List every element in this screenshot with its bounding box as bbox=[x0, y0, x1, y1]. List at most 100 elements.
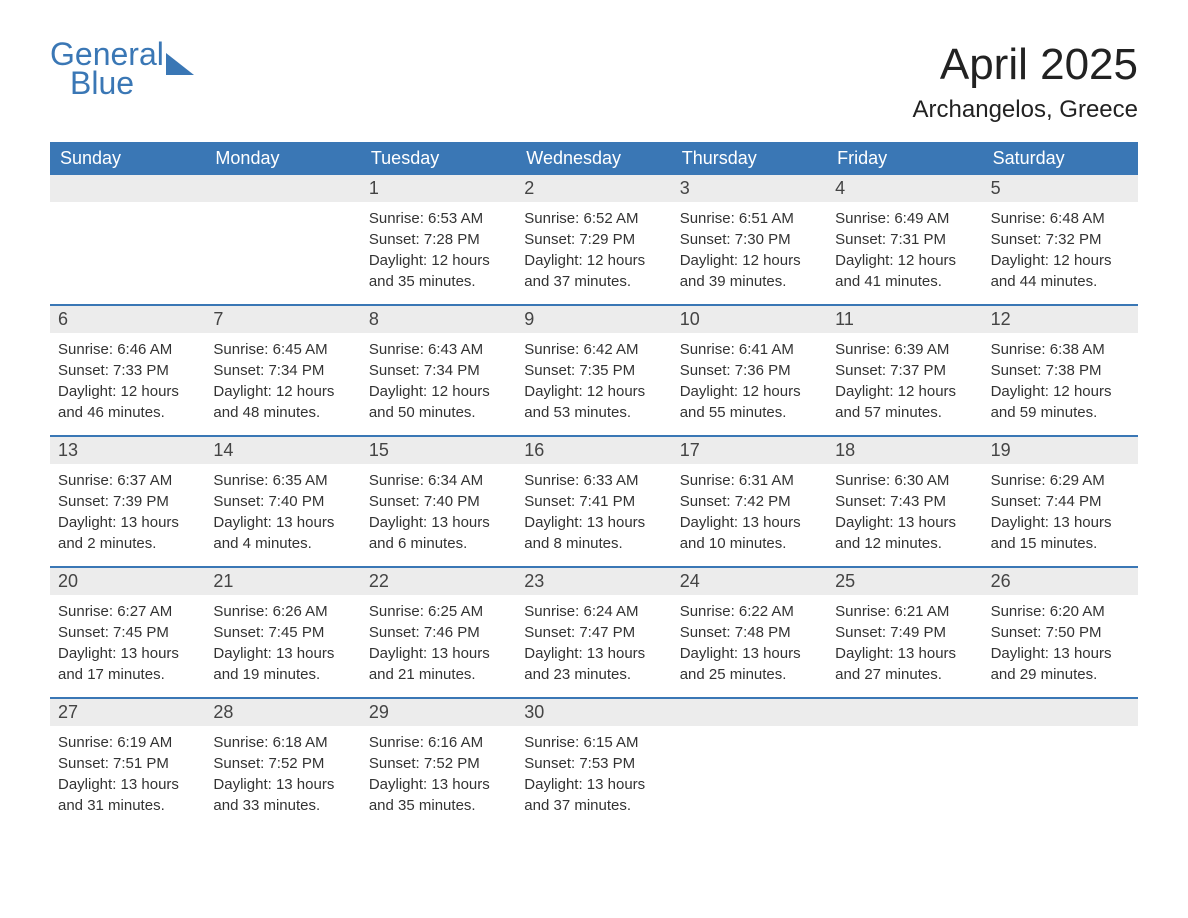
day-cell: 1Sunrise: 6:53 AMSunset: 7:28 PMDaylight… bbox=[361, 175, 516, 304]
day-line: Daylight: 12 hours and 44 minutes. bbox=[991, 250, 1130, 292]
day-cell: 2Sunrise: 6:52 AMSunset: 7:29 PMDaylight… bbox=[516, 175, 671, 304]
day-number: 13 bbox=[50, 437, 205, 464]
day-cell: 19Sunrise: 6:29 AMSunset: 7:44 PMDayligh… bbox=[983, 437, 1138, 566]
day-cell: 25Sunrise: 6:21 AMSunset: 7:49 PMDayligh… bbox=[827, 568, 982, 697]
week-row: 1Sunrise: 6:53 AMSunset: 7:28 PMDaylight… bbox=[50, 175, 1138, 304]
day-line: Daylight: 13 hours and 10 minutes. bbox=[680, 512, 819, 554]
day-content: Sunrise: 6:35 AMSunset: 7:40 PMDaylight:… bbox=[205, 464, 360, 566]
day-line: Sunrise: 6:31 AM bbox=[680, 470, 819, 491]
day-cell: 3Sunrise: 6:51 AMSunset: 7:30 PMDaylight… bbox=[672, 175, 827, 304]
day-line: Sunrise: 6:41 AM bbox=[680, 339, 819, 360]
week-row: 13Sunrise: 6:37 AMSunset: 7:39 PMDayligh… bbox=[50, 435, 1138, 566]
day-line: Daylight: 13 hours and 37 minutes. bbox=[524, 774, 663, 816]
day-content: Sunrise: 6:15 AMSunset: 7:53 PMDaylight:… bbox=[516, 726, 671, 828]
day-line: Sunset: 7:30 PM bbox=[680, 229, 819, 250]
day-line: Sunset: 7:33 PM bbox=[58, 360, 197, 381]
day-line: Sunset: 7:44 PM bbox=[991, 491, 1130, 512]
calendar: Sunday Monday Tuesday Wednesday Thursday… bbox=[50, 142, 1138, 828]
day-number: 26 bbox=[983, 568, 1138, 595]
location-label: Archangelos, Greece bbox=[913, 96, 1138, 124]
day-content: Sunrise: 6:33 AMSunset: 7:41 PMDaylight:… bbox=[516, 464, 671, 566]
day-line: Sunrise: 6:53 AM bbox=[369, 208, 508, 229]
week-row: 20Sunrise: 6:27 AMSunset: 7:45 PMDayligh… bbox=[50, 566, 1138, 697]
day-content: Sunrise: 6:22 AMSunset: 7:48 PMDaylight:… bbox=[672, 595, 827, 697]
day-content: Sunrise: 6:16 AMSunset: 7:52 PMDaylight:… bbox=[361, 726, 516, 828]
day-content: Sunrise: 6:18 AMSunset: 7:52 PMDaylight:… bbox=[205, 726, 360, 828]
day-content: Sunrise: 6:51 AMSunset: 7:30 PMDaylight:… bbox=[672, 202, 827, 304]
day-number: 9 bbox=[516, 306, 671, 333]
day-line: Sunset: 7:45 PM bbox=[58, 622, 197, 643]
day-line: Daylight: 13 hours and 21 minutes. bbox=[369, 643, 508, 685]
day-number: 1 bbox=[361, 175, 516, 202]
day-line: Sunset: 7:51 PM bbox=[58, 753, 197, 774]
day-line: Daylight: 13 hours and 27 minutes. bbox=[835, 643, 974, 685]
title-block: April 2025 Archangelos, Greece bbox=[913, 40, 1138, 124]
day-cell: 24Sunrise: 6:22 AMSunset: 7:48 PMDayligh… bbox=[672, 568, 827, 697]
day-line: Sunrise: 6:22 AM bbox=[680, 601, 819, 622]
day-content: Sunrise: 6:52 AMSunset: 7:29 PMDaylight:… bbox=[516, 202, 671, 304]
day-number bbox=[205, 175, 360, 202]
day-content: Sunrise: 6:20 AMSunset: 7:50 PMDaylight:… bbox=[983, 595, 1138, 697]
day-number: 11 bbox=[827, 306, 982, 333]
day-content bbox=[672, 726, 827, 744]
weekday-header-row: Sunday Monday Tuesday Wednesday Thursday… bbox=[50, 142, 1138, 175]
day-line: Daylight: 12 hours and 57 minutes. bbox=[835, 381, 974, 423]
day-line: Sunrise: 6:18 AM bbox=[213, 732, 352, 753]
day-line: Sunrise: 6:15 AM bbox=[524, 732, 663, 753]
weekday-monday: Monday bbox=[205, 142, 360, 175]
day-number bbox=[827, 699, 982, 726]
day-line: Sunrise: 6:25 AM bbox=[369, 601, 508, 622]
day-line: Sunrise: 6:24 AM bbox=[524, 601, 663, 622]
day-number: 19 bbox=[983, 437, 1138, 464]
day-line: Sunrise: 6:35 AM bbox=[213, 470, 352, 491]
day-line: Sunset: 7:46 PM bbox=[369, 622, 508, 643]
day-content: Sunrise: 6:29 AMSunset: 7:44 PMDaylight:… bbox=[983, 464, 1138, 566]
day-line: Sunrise: 6:46 AM bbox=[58, 339, 197, 360]
day-content bbox=[205, 202, 360, 220]
weekday-tuesday: Tuesday bbox=[361, 142, 516, 175]
day-line: Daylight: 13 hours and 2 minutes. bbox=[58, 512, 197, 554]
day-cell: 27Sunrise: 6:19 AMSunset: 7:51 PMDayligh… bbox=[50, 699, 205, 828]
day-number: 5 bbox=[983, 175, 1138, 202]
day-line: Sunset: 7:29 PM bbox=[524, 229, 663, 250]
day-number bbox=[50, 175, 205, 202]
day-line: Daylight: 13 hours and 6 minutes. bbox=[369, 512, 508, 554]
day-number: 18 bbox=[827, 437, 982, 464]
day-line: Sunrise: 6:52 AM bbox=[524, 208, 663, 229]
day-content bbox=[827, 726, 982, 744]
day-line: Sunset: 7:39 PM bbox=[58, 491, 197, 512]
day-line: Daylight: 13 hours and 29 minutes. bbox=[991, 643, 1130, 685]
day-cell bbox=[983, 699, 1138, 828]
day-content: Sunrise: 6:34 AMSunset: 7:40 PMDaylight:… bbox=[361, 464, 516, 566]
day-content: Sunrise: 6:53 AMSunset: 7:28 PMDaylight:… bbox=[361, 202, 516, 304]
day-line: Sunrise: 6:20 AM bbox=[991, 601, 1130, 622]
day-cell bbox=[50, 175, 205, 304]
day-cell: 5Sunrise: 6:48 AMSunset: 7:32 PMDaylight… bbox=[983, 175, 1138, 304]
day-number: 14 bbox=[205, 437, 360, 464]
day-content: Sunrise: 6:21 AMSunset: 7:49 PMDaylight:… bbox=[827, 595, 982, 697]
day-number bbox=[983, 699, 1138, 726]
logo-line2: Blue bbox=[50, 69, 164, 98]
day-line: Sunset: 7:37 PM bbox=[835, 360, 974, 381]
day-content: Sunrise: 6:27 AMSunset: 7:45 PMDaylight:… bbox=[50, 595, 205, 697]
day-number: 7 bbox=[205, 306, 360, 333]
day-cell: 10Sunrise: 6:41 AMSunset: 7:36 PMDayligh… bbox=[672, 306, 827, 435]
day-cell: 6Sunrise: 6:46 AMSunset: 7:33 PMDaylight… bbox=[50, 306, 205, 435]
day-cell: 30Sunrise: 6:15 AMSunset: 7:53 PMDayligh… bbox=[516, 699, 671, 828]
day-number: 29 bbox=[361, 699, 516, 726]
day-number: 16 bbox=[516, 437, 671, 464]
day-line: Daylight: 13 hours and 4 minutes. bbox=[213, 512, 352, 554]
day-number: 24 bbox=[672, 568, 827, 595]
day-number: 12 bbox=[983, 306, 1138, 333]
day-content: Sunrise: 6:38 AMSunset: 7:38 PMDaylight:… bbox=[983, 333, 1138, 435]
day-line: Daylight: 12 hours and 59 minutes. bbox=[991, 381, 1130, 423]
page-header: General Blue April 2025 Archangelos, Gre… bbox=[50, 40, 1138, 124]
day-line: Sunrise: 6:48 AM bbox=[991, 208, 1130, 229]
day-cell bbox=[205, 175, 360, 304]
day-cell: 23Sunrise: 6:24 AMSunset: 7:47 PMDayligh… bbox=[516, 568, 671, 697]
weekday-wednesday: Wednesday bbox=[516, 142, 671, 175]
day-content: Sunrise: 6:24 AMSunset: 7:47 PMDaylight:… bbox=[516, 595, 671, 697]
day-line: Daylight: 13 hours and 35 minutes. bbox=[369, 774, 508, 816]
day-line: Sunset: 7:28 PM bbox=[369, 229, 508, 250]
day-number: 21 bbox=[205, 568, 360, 595]
